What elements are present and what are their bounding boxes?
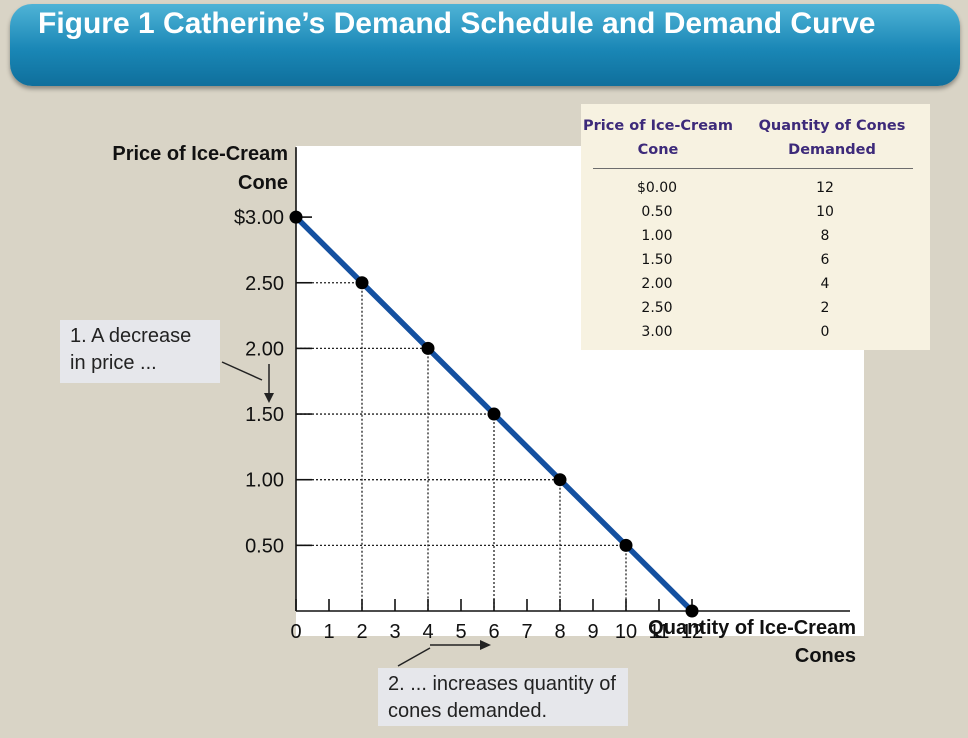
x-tick-label: 6	[488, 621, 499, 643]
data-point	[421, 341, 435, 355]
x-axis-label: Quantity of Ice-Cream Cones	[648, 617, 856, 667]
title-bar: Figure 1 Catherine’s Demand Schedule and…	[10, 4, 960, 86]
quantity-cell: 8	[820, 228, 830, 244]
data-point	[553, 473, 567, 487]
price-cell: 1.00	[641, 228, 673, 244]
schedule-header-quantity: Quantity of Cones Demanded	[758, 118, 906, 158]
x-tick-label: 8	[554, 621, 565, 643]
quantity-cell: 12	[816, 180, 834, 196]
y-tick-label: 0.50	[245, 535, 284, 557]
x-tick-label: 2	[356, 621, 367, 643]
price-annotation-leader	[221, 361, 263, 381]
quantity-cell: 0	[820, 324, 830, 340]
demand-schedule-table: Price of Ice-Cream Cone Quantity of Cone…	[581, 104, 930, 350]
schedule-header-price: Price of Ice-Cream Cone	[583, 118, 733, 158]
y-tick-label: 1.00	[245, 470, 284, 492]
quantity-annotation-leader	[397, 647, 431, 667]
price-cell: 2.50	[641, 300, 673, 316]
table-row: 1.00 8	[581, 228, 930, 252]
table-row: 2.50 2	[581, 300, 930, 324]
quantity-cell: 2	[820, 300, 830, 316]
x-tick-label: 3	[389, 621, 400, 643]
price-cell: 1.50	[641, 252, 673, 268]
price-down-arrowhead	[264, 393, 274, 403]
data-point	[619, 538, 633, 552]
quantity-right-arrowhead	[480, 640, 491, 650]
y-tick-label: 1.50	[245, 404, 284, 426]
table-row: 1.50 6	[581, 252, 930, 276]
price-decrease-annotation: 1. A decrease in price ...	[60, 320, 220, 383]
x-tick-label: 9	[587, 621, 598, 643]
price-cell: $0.00	[636, 180, 678, 196]
figure-title: Figure 1 Catherine’s Demand Schedule and…	[38, 7, 876, 40]
y-tick-label: 2.00	[245, 338, 284, 360]
x-tick-label: 0	[290, 621, 301, 643]
table-row: $0.00 12	[581, 180, 930, 204]
x-tick-label: 5	[455, 621, 466, 643]
x-tick-label: 11	[649, 621, 670, 643]
quantity-increase-annotation: 2. ... increases quantity of cones deman…	[378, 668, 628, 726]
table-row: 0.50 10	[581, 204, 930, 228]
quantity-cell: 10	[816, 204, 834, 220]
data-point	[685, 604, 699, 618]
price-cell: 3.00	[641, 324, 673, 340]
data-point	[289, 210, 303, 224]
x-tick-label: 10	[615, 621, 637, 643]
x-tick-label: 12	[681, 621, 703, 643]
y-tick-label: $3.00	[234, 207, 284, 229]
x-tick-label: 1	[323, 621, 334, 643]
data-point	[355, 276, 369, 290]
quantity-cell: 4	[820, 276, 830, 292]
x-tick-label: 4	[422, 621, 433, 643]
price-cell: 2.00	[641, 276, 673, 292]
y-tick-label: 2.50	[245, 273, 284, 295]
price-cell: 0.50	[641, 204, 673, 220]
x-tick-label: 7	[521, 621, 532, 643]
table-row: 2.00 4	[581, 276, 930, 300]
quantity-cell: 6	[820, 252, 830, 268]
table-row: 3.00 0	[581, 324, 930, 348]
data-point	[487, 407, 501, 421]
y-axis-label: Price of Ice-Cream Cone	[112, 143, 288, 194]
schedule-divider	[593, 168, 913, 169]
